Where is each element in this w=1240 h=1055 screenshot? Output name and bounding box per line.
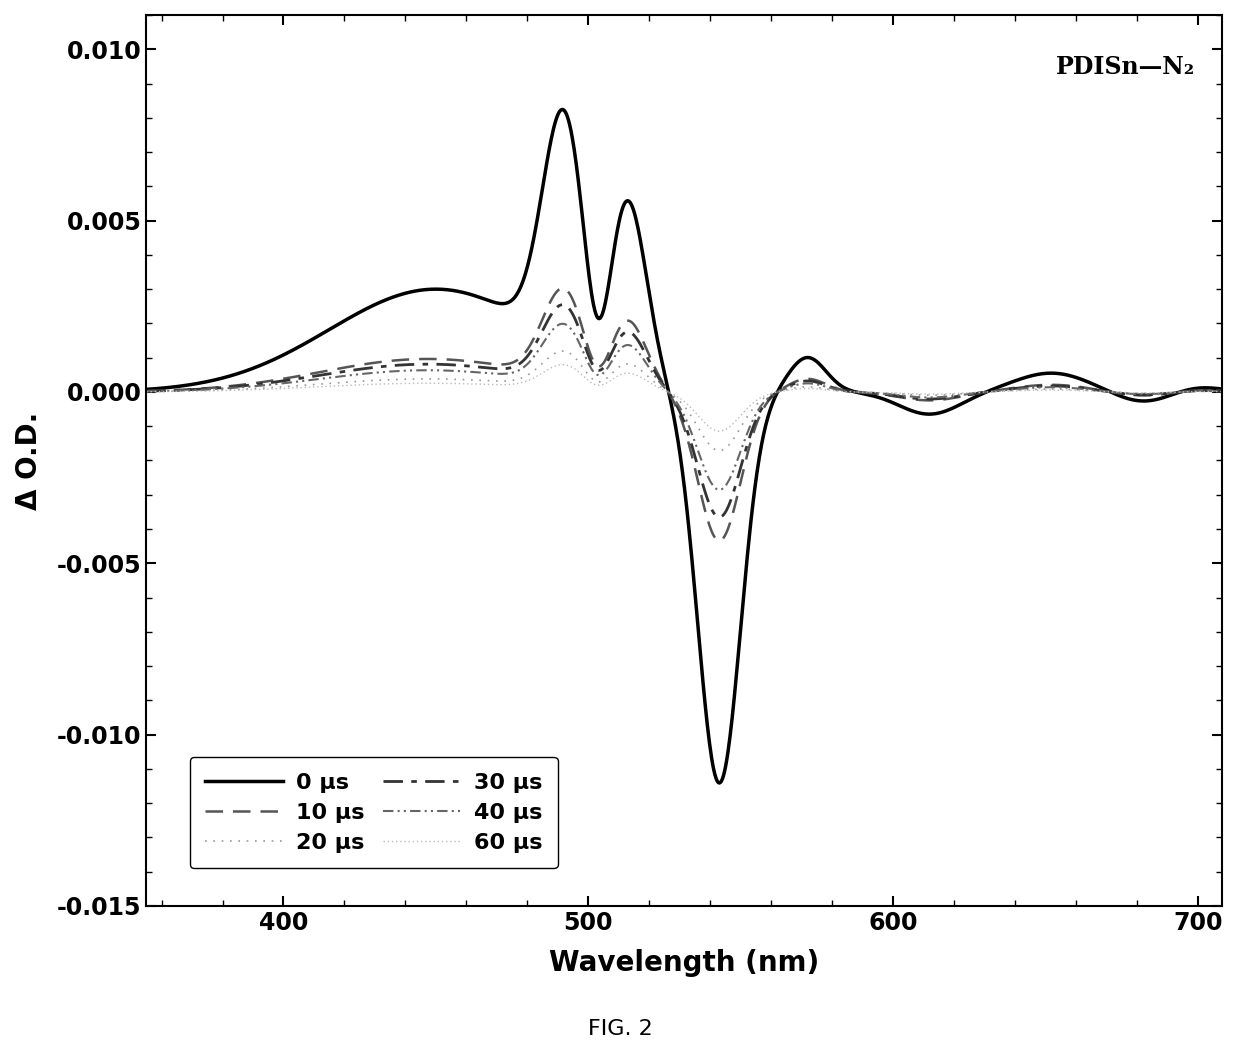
60 μs [985,385,999,398]
60 μs [249,383,264,396]
40 μs [1220,385,1235,398]
Line: 30 μs: 30 μs [146,305,1228,517]
0 μs [1004,376,1019,388]
20 μs [249,382,264,395]
60 μs [1220,385,1235,398]
0 μs [139,383,154,396]
0 μs [249,361,264,373]
60 μs [712,425,727,438]
10 μs [884,389,899,402]
10 μs [578,330,593,343]
20 μs [578,364,593,377]
10 μs [712,534,727,546]
60 μs [578,371,593,384]
Line: 10 μs: 10 μs [146,288,1228,540]
30 μs [249,378,264,390]
40 μs [712,483,727,496]
20 μs [616,358,631,370]
0 μs [712,776,727,789]
20 μs [1220,385,1235,398]
30 μs [616,327,631,340]
20 μs [712,444,727,457]
0 μs [985,383,999,396]
40 μs [985,385,999,398]
30 μs [139,385,154,398]
20 μs [884,387,899,400]
10 μs [249,377,264,389]
0 μs [1220,383,1235,396]
10 μs [985,385,999,398]
30 μs [554,299,569,311]
40 μs [554,318,569,330]
Line: 40 μs: 40 μs [146,324,1228,490]
40 μs [578,349,593,362]
0 μs [616,198,631,211]
30 μs [1220,385,1235,398]
Text: FIG. 2: FIG. 2 [588,1019,652,1038]
10 μs [616,315,631,328]
40 μs [249,380,264,392]
20 μs [1004,384,1019,397]
0 μs [578,234,593,247]
Line: 20 μs: 20 μs [146,351,1228,450]
30 μs [712,511,727,523]
30 μs [985,385,999,398]
0 μs [884,396,899,408]
20 μs [139,385,154,398]
60 μs [884,386,899,399]
40 μs [1004,383,1019,396]
X-axis label: Wavelength (nm): Wavelength (nm) [549,948,820,977]
Line: 60 μs: 60 μs [146,365,1228,431]
10 μs [139,385,154,398]
20 μs [985,385,999,398]
10 μs [1220,385,1235,398]
40 μs [616,340,631,352]
20 μs [554,345,569,358]
Text: PDISn—N₂: PDISn—N₂ [1056,55,1195,79]
40 μs [884,388,899,401]
Legend: 0 μs, 10 μs, 20 μs, 30 μs, 40 μs, 60 μs: 0 μs, 10 μs, 20 μs, 30 μs, 40 μs, 60 μs [190,757,558,868]
60 μs [139,385,154,398]
60 μs [616,367,631,380]
10 μs [554,282,569,294]
30 μs [1004,383,1019,396]
Line: 0 μs: 0 μs [146,110,1228,783]
40 μs [139,385,154,398]
10 μs [1004,382,1019,395]
60 μs [1004,385,1019,398]
30 μs [884,389,899,402]
60 μs [554,359,569,371]
30 μs [578,340,593,352]
Y-axis label: Δ O.D.: Δ O.D. [15,411,43,510]
0 μs [554,103,569,116]
